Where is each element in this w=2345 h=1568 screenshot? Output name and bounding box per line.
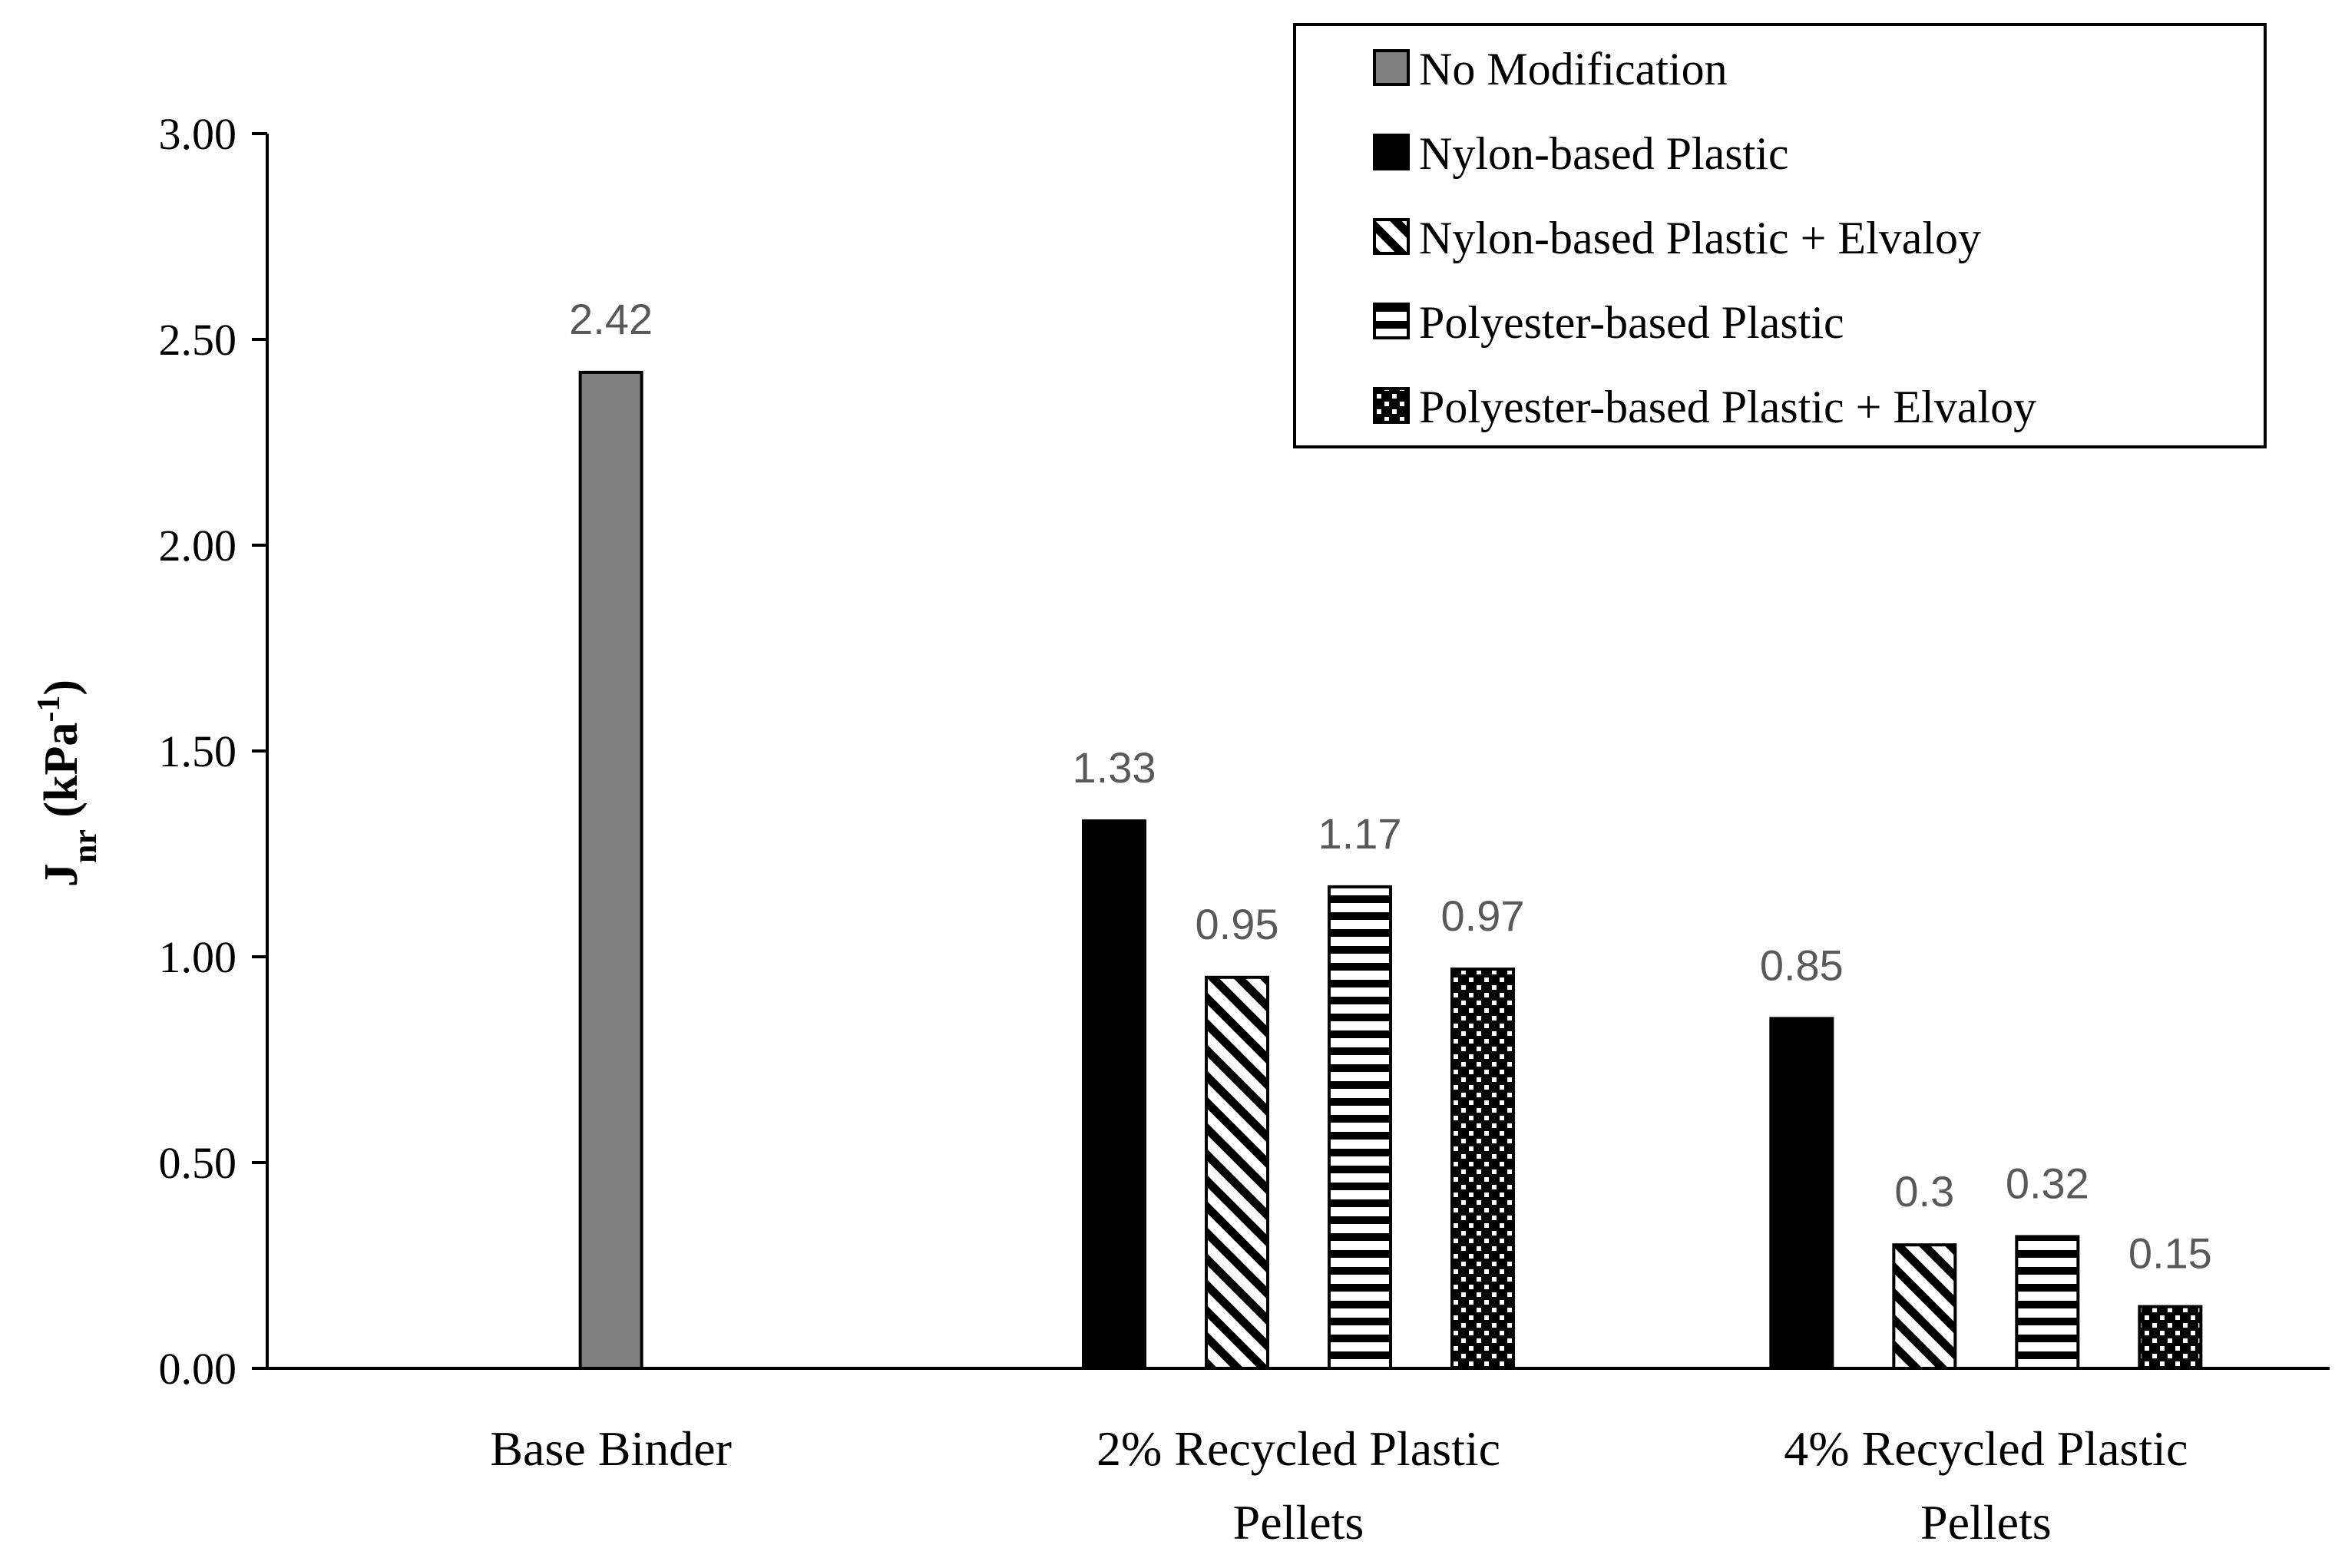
bars (578, 370, 2203, 1371)
data-label: 0.97 (1441, 892, 1525, 940)
data-label: 0.3 (1894, 1167, 1954, 1216)
bar (2015, 1235, 2080, 1370)
legend-swatch (1373, 387, 1410, 424)
data-label: 0.32 (2006, 1159, 2089, 1207)
x-tick-label: 2% Recycled Plastic Pellets (1096, 1421, 1500, 1550)
legend: No Modification Nylon-based Plastic Nylon-… (1293, 23, 2267, 448)
bar (2138, 1305, 2203, 1370)
y-axis-label-sub: nr (66, 829, 104, 863)
legend-entry: No Modification (1419, 44, 1728, 94)
bar (1328, 885, 1392, 1370)
y-axis-label-sup: -1 (31, 696, 67, 723)
bar (1205, 975, 1269, 1371)
data-label: 0.15 (2128, 1229, 2212, 1278)
legend-swatch (1373, 49, 1410, 86)
bar (1769, 1017, 1834, 1371)
data-label: 0.95 (1196, 900, 1279, 948)
y-tick-label: 3.00 (159, 109, 237, 159)
y-tick-label: 2.50 (159, 315, 237, 365)
legend-swatch (1373, 303, 1410, 339)
y-tick-label: 1.00 (159, 932, 237, 982)
y-tick-label: 2.00 (159, 521, 237, 571)
y-axis-label-unit: (kPa (35, 723, 88, 830)
data-label: 1.17 (1318, 809, 1402, 858)
legend-entry: Nylon-based Plastic + Elvaloy (1419, 213, 1981, 263)
data-label: 1.33 (1073, 743, 1156, 792)
x-tick-label: 4% Recycled Plastic Pellets (1784, 1421, 2188, 1550)
y-axis-label: Jnr (kPa-1) (31, 680, 104, 887)
data-label: 0.85 (1760, 941, 1844, 989)
x-axis-labels: Base Binder 2% Recycled Plastic Pellets 4% … (490, 1421, 2188, 1550)
bar (1450, 968, 1515, 1370)
y-tick-label: 0.50 (159, 1138, 237, 1188)
data-label: 2.42 (569, 295, 653, 343)
legend-swatch (1373, 218, 1410, 255)
legend-entry: Nylon-based Plastic (1419, 128, 1789, 179)
bar (578, 370, 643, 1370)
legend-entry: Polyester-based Plastic (1419, 297, 1844, 348)
y-tick-label: 0.00 (159, 1344, 237, 1394)
y-tick-label: 1.50 (159, 726, 237, 776)
y-axis-label-close: ) (35, 680, 88, 696)
legend-entry: Polyester-based Plastic + Elvaloy (1419, 382, 2036, 432)
bar (1892, 1243, 1957, 1370)
y-axis-label-main: J (35, 863, 88, 887)
bar (1082, 819, 1146, 1370)
legend-swatch (1373, 134, 1410, 170)
x-tick-label: Base Binder (490, 1421, 732, 1476)
legend-box (1293, 23, 2267, 448)
data-labels: 2.42 1.33 0.95 1.17 0.97 0.85 0.3 0.32 0.15 (569, 295, 2212, 1278)
y-axis: 0.00 0.50 1.00 1.50 2.00 2.50 3.00 (159, 109, 267, 1394)
